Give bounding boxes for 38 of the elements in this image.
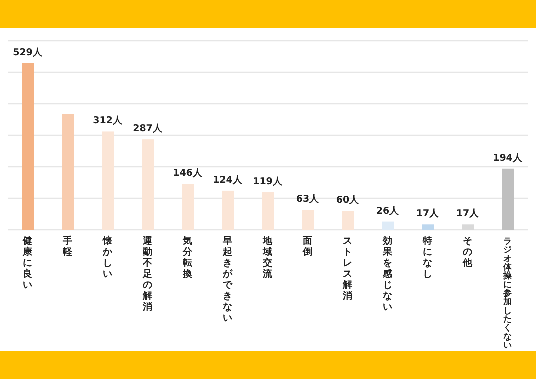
data-label: 146人 xyxy=(173,167,204,180)
bar xyxy=(142,140,154,230)
bar xyxy=(422,224,434,230)
x-tick-label: 地域交流 xyxy=(262,235,274,280)
data-label: 529人 xyxy=(13,46,44,58)
bar xyxy=(222,190,234,230)
data-label: 119人 xyxy=(253,176,284,188)
bar xyxy=(262,192,274,230)
bar xyxy=(102,132,114,230)
data-label: 287人 xyxy=(133,122,164,135)
x-tick-label: 早起きができない xyxy=(222,235,234,324)
data-label: 63人 xyxy=(296,193,321,206)
data-label: 17人 xyxy=(456,208,481,220)
data-label: 124人 xyxy=(213,174,244,186)
x-tick-label: その他 xyxy=(462,236,474,269)
bar xyxy=(182,184,194,230)
bar xyxy=(302,210,314,230)
x-tick-label: 気分転換 xyxy=(182,235,194,280)
data-label: 312人 xyxy=(93,114,124,127)
x-tick-label: 懐かしい xyxy=(102,235,114,280)
x-tick-label: 特になし xyxy=(422,235,433,280)
category-label: ラジオ体操に参加したくない xyxy=(504,237,512,351)
bar xyxy=(502,168,514,230)
data-label: 17人 xyxy=(416,208,441,220)
x-tick-label: ストレス解消 xyxy=(342,236,353,302)
bar xyxy=(62,114,74,230)
x-tick-label: 運動不足の解消 xyxy=(142,235,153,313)
x-tick-label: 手軽 xyxy=(62,235,74,258)
x-tick-label: 効果を感じない xyxy=(382,235,394,313)
x-tick-label: 健康に良い xyxy=(22,235,34,291)
bar xyxy=(22,63,34,230)
data-label: 194人 xyxy=(493,152,524,164)
data-label: 60人 xyxy=(336,194,361,206)
bar xyxy=(342,211,354,230)
data-label: 26人 xyxy=(376,204,401,217)
x-tick-label: 面倒 xyxy=(302,236,313,258)
bar xyxy=(382,222,394,230)
bar xyxy=(462,224,474,230)
